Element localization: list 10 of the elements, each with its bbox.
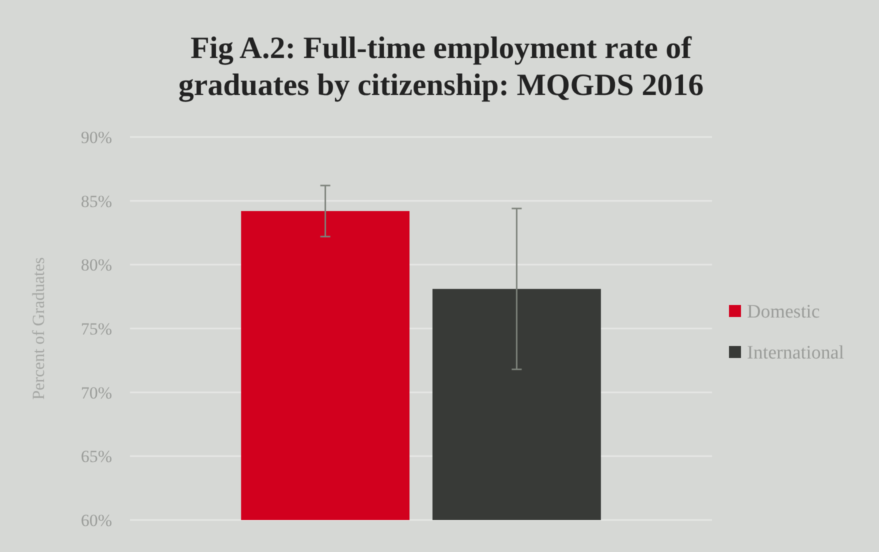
y-tick-label: 70% [80,383,112,402]
y-tick-label: 75% [80,319,112,338]
chart-title: Fig A.2: Full-time employment rate of graduates by citizenship: MQGDS 2016 [178,30,704,102]
y-tick-label: 60% [80,510,112,530]
y-tick-label: 85% [80,192,112,211]
y-tick-label: 80% [80,256,112,275]
y-tick-label: 65% [80,447,112,466]
y-tick-label: 90% [80,128,112,147]
legend-label: International [747,342,844,364]
legend-label: Domestic [747,302,820,323]
